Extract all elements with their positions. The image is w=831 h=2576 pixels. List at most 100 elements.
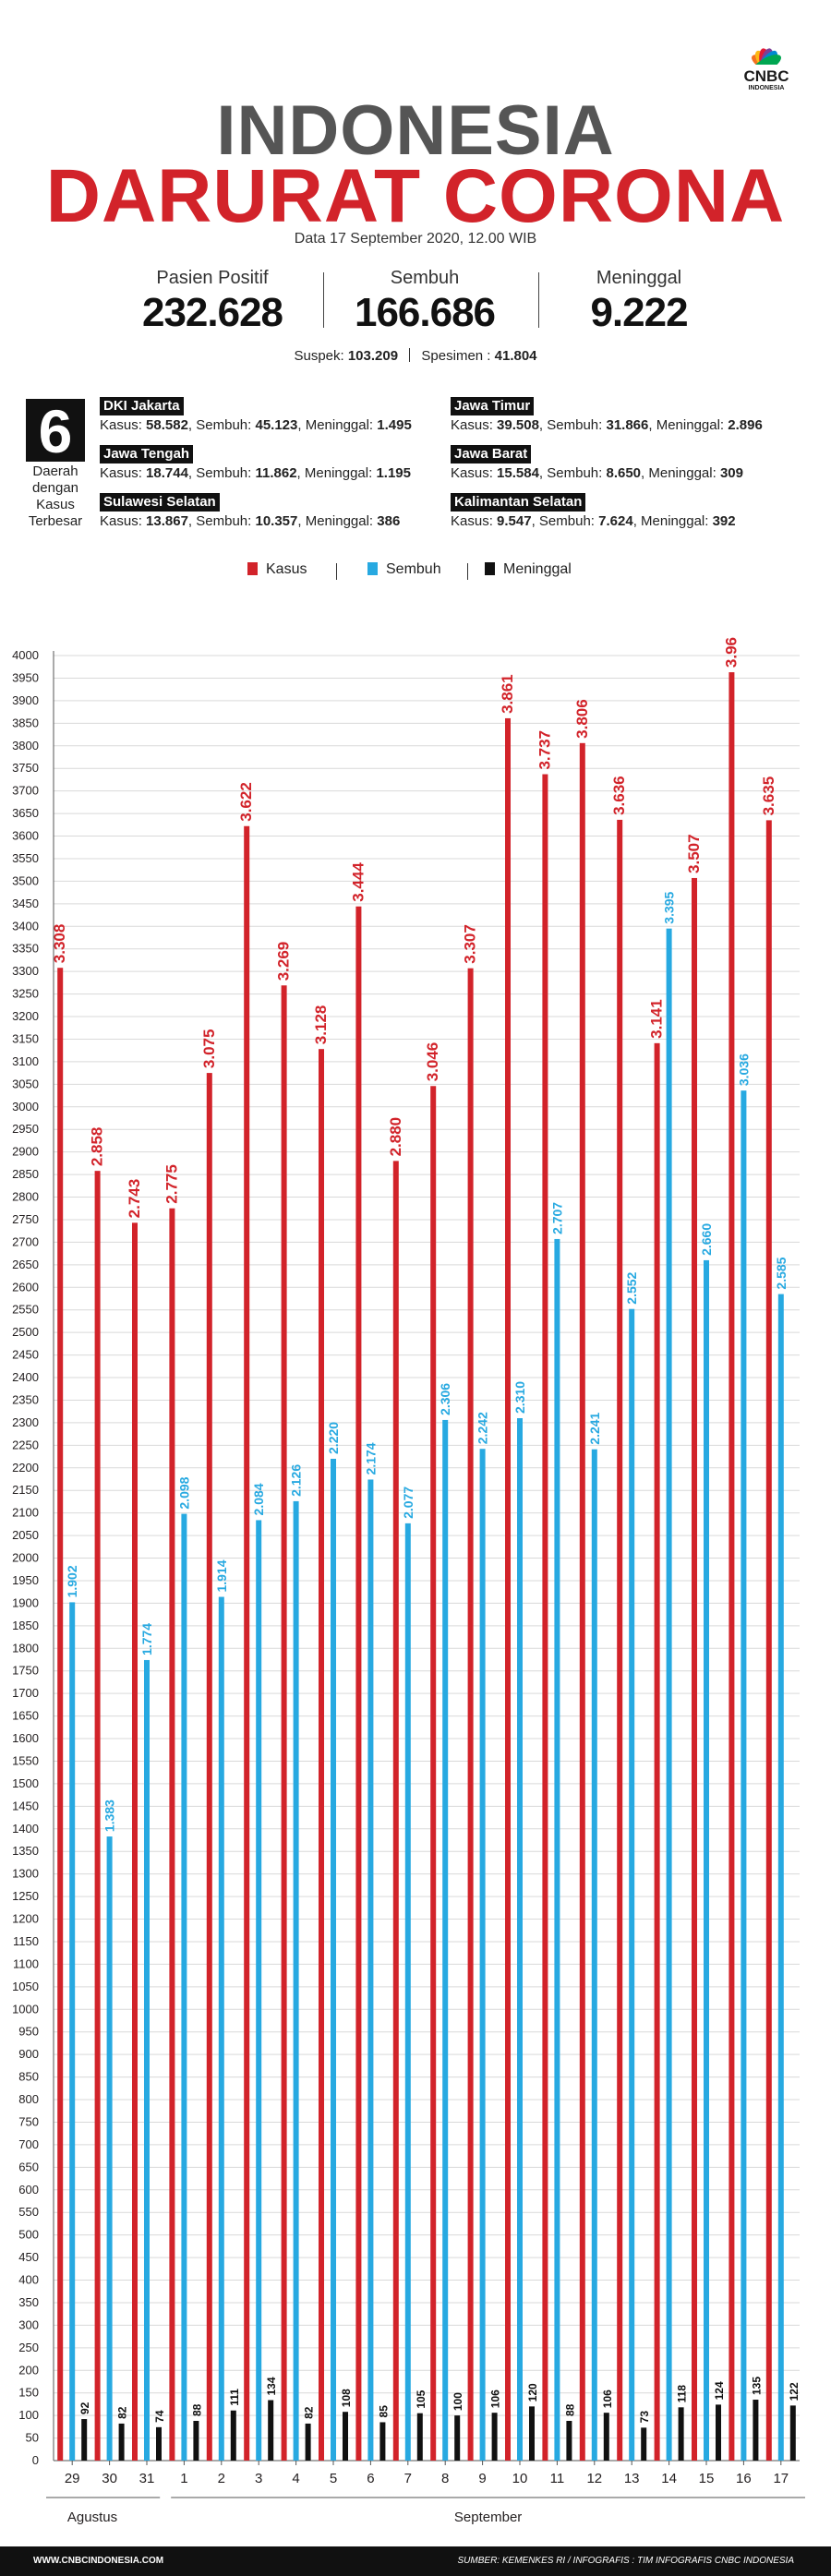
y-tick-label: 950 bbox=[18, 2025, 39, 2039]
y-tick-label: 250 bbox=[18, 2341, 39, 2354]
y-tick-label: 3250 bbox=[12, 987, 39, 1001]
stat-positif: Pasien Positif 232.628 bbox=[115, 268, 309, 337]
data-label-sembuh: 2.660 bbox=[699, 1223, 714, 1256]
suspek-value: 103.209 bbox=[347, 348, 399, 364]
x-tick-label: 16 bbox=[736, 2471, 752, 2486]
y-tick-label: 750 bbox=[18, 2114, 39, 2128]
region-stat-value: 18.744 bbox=[146, 465, 188, 481]
y-tick-label: 2250 bbox=[12, 1438, 39, 1451]
data-label-sembuh: 2.220 bbox=[326, 1422, 341, 1454]
data-label-kasus: 3.308 bbox=[51, 924, 68, 964]
y-tick-label: 3350 bbox=[12, 942, 39, 956]
region-details: Kasus: 39.508, Sembuh: 31.866, Meninggal… bbox=[451, 417, 763, 433]
suspek-divider bbox=[409, 348, 411, 362]
region-stat-label: Sembuh: bbox=[196, 513, 256, 529]
bar-kasus bbox=[617, 819, 623, 2461]
data-label-meninggal: 82 bbox=[116, 2406, 129, 2419]
region-stat-value: 8.650 bbox=[606, 465, 642, 481]
x-tick-label: 15 bbox=[699, 2471, 715, 2486]
y-tick-label: 2900 bbox=[12, 1145, 39, 1159]
bar-meninggal bbox=[716, 2404, 721, 2461]
y-tick-label: 150 bbox=[18, 2386, 39, 2400]
bar-sembuh bbox=[666, 928, 672, 2461]
data-label-meninggal: 106 bbox=[489, 2389, 502, 2408]
y-tick-label: 3100 bbox=[12, 1054, 39, 1068]
y-tick-label: 2600 bbox=[12, 1280, 39, 1294]
data-label-sembuh: 2.174 bbox=[363, 1442, 378, 1475]
region-stat-label: Sembuh: bbox=[547, 465, 607, 481]
y-tick-label: 3650 bbox=[12, 806, 39, 820]
data-label-sembuh: 2.306 bbox=[438, 1383, 452, 1415]
bar-meninggal bbox=[268, 2400, 274, 2461]
region-details: Kasus: 15.584, Sembuh: 8.650, Meninggal:… bbox=[451, 465, 743, 481]
region-stat-label: Sembuh: bbox=[547, 417, 607, 433]
y-tick-label: 2300 bbox=[12, 1415, 39, 1429]
bar-meninggal bbox=[230, 2410, 236, 2461]
x-tick-label: 1 bbox=[180, 2471, 187, 2486]
suspek-spesimen-line: Suspek: 103.209 Spesimen : 41.804 bbox=[0, 348, 831, 364]
y-tick-label: 1750 bbox=[12, 1664, 39, 1678]
data-label-sembuh: 1.383 bbox=[102, 1800, 117, 1832]
region-stat-label: Meninggal: bbox=[304, 465, 377, 481]
stat-positif-value: 232.628 bbox=[141, 290, 283, 335]
data-label-kasus: 3.046 bbox=[424, 1042, 441, 1082]
data-label-meninggal: 100 bbox=[452, 2392, 464, 2411]
x-tick-label: 11 bbox=[550, 2471, 565, 2486]
data-label-meninggal: 85 bbox=[377, 2405, 390, 2418]
y-tick-label: 1550 bbox=[12, 1753, 39, 1767]
peacock-logo-icon bbox=[729, 48, 803, 70]
y-tick-label: 1800 bbox=[12, 1641, 39, 1655]
bar-kasus bbox=[57, 968, 64, 2461]
y-tick-label: 1350 bbox=[12, 1844, 39, 1858]
x-tick-label: 17 bbox=[773, 2471, 789, 2486]
y-tick-label: 300 bbox=[18, 2317, 39, 2331]
bar-kasus bbox=[430, 1086, 437, 2461]
bar-meninggal bbox=[789, 2405, 796, 2461]
data-label-sembuh: 2.585 bbox=[774, 1257, 789, 1289]
bar-sembuh bbox=[181, 1513, 187, 2461]
y-tick-label: 2350 bbox=[12, 1392, 39, 1406]
stat-sembuh: Sembuh 166.686 bbox=[328, 268, 522, 337]
data-label-meninggal: 124 bbox=[713, 2381, 726, 2400]
y-tick-label: 3950 bbox=[12, 670, 39, 684]
region-name: Jawa Tengah bbox=[100, 445, 194, 463]
stat-divider bbox=[323, 272, 324, 328]
region-stat-value: 58.582 bbox=[146, 417, 188, 433]
region-stat-label: Meninggal: bbox=[641, 513, 713, 529]
x-tick-label: 7 bbox=[404, 2471, 412, 2486]
x-tick-label: 14 bbox=[661, 2471, 677, 2486]
bar-meninggal bbox=[416, 2413, 423, 2461]
region-stat-value: 11.862 bbox=[255, 465, 297, 481]
region-stat-value: 31.866 bbox=[606, 417, 649, 433]
y-tick-label: 700 bbox=[18, 2137, 39, 2151]
bar-kasus bbox=[319, 1049, 324, 2461]
region-stat-label: Meninggal: bbox=[648, 465, 720, 481]
region-stat-label: Kasus: bbox=[451, 465, 498, 481]
data-label-meninggal: 88 bbox=[563, 2403, 576, 2416]
y-tick-label: 1050 bbox=[12, 1980, 39, 1993]
legend-swatch-meninggal bbox=[485, 562, 495, 575]
data-label-kasus: 3.635 bbox=[760, 776, 777, 816]
legend-label-sembuh: Sembuh bbox=[386, 561, 441, 577]
bar-meninggal bbox=[343, 2412, 348, 2461]
y-tick-label: 1650 bbox=[12, 1709, 39, 1723]
data-label-meninggal: 82 bbox=[303, 2406, 316, 2419]
y-tick-label: 3850 bbox=[12, 716, 39, 729]
y-tick-label: 850 bbox=[18, 2070, 39, 2084]
region-stat-value: 9.547 bbox=[497, 513, 532, 529]
region-stat-value: 39.508 bbox=[497, 417, 539, 433]
bar-sembuh bbox=[69, 1602, 76, 2461]
bar-sembuh bbox=[331, 1458, 336, 2461]
footer-source: SUMBER: KEMENKES RI / INFOGRAFIS : TIM I… bbox=[457, 2556, 794, 2566]
bar-meninggal bbox=[454, 2415, 461, 2461]
y-tick-label: 650 bbox=[18, 2160, 39, 2173]
data-label-kasus: 2.743 bbox=[126, 1179, 143, 1219]
y-tick-label: 3500 bbox=[12, 873, 39, 887]
y-tick-label: 50 bbox=[26, 2431, 39, 2445]
region-item: Kalimantan Selatan Kasus: 9.547, Sembuh: … bbox=[451, 493, 829, 532]
bar-kasus bbox=[505, 717, 511, 2461]
data-label-meninggal: 108 bbox=[340, 2389, 353, 2407]
data-label-meninggal: 73 bbox=[638, 2411, 651, 2424]
y-tick-label: 2050 bbox=[12, 1528, 39, 1542]
y-tick-label: 1700 bbox=[12, 1686, 39, 1700]
